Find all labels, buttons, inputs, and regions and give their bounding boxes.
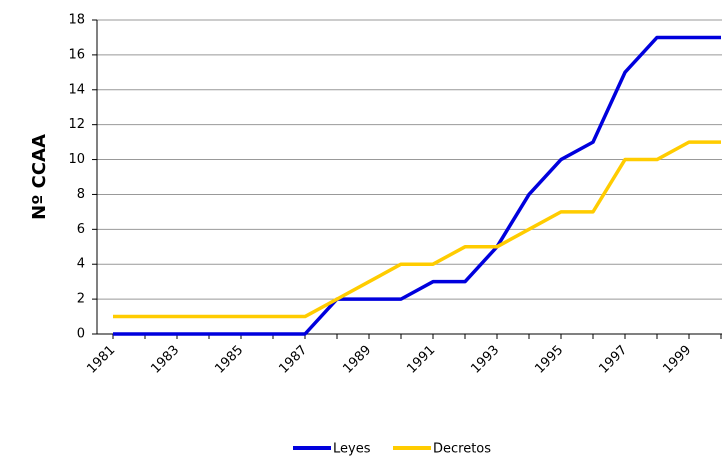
x-tick-label: 1983 — [148, 343, 182, 377]
y-tick-label: 6 — [77, 222, 85, 237]
x-tick-label: 1995 — [532, 343, 566, 377]
x-tick-label: 1999 — [660, 343, 694, 377]
series-line — [113, 35, 721, 336]
x-tick-label: 1991 — [404, 343, 438, 377]
x-tick-label: 1997 — [596, 343, 630, 377]
x-tick-label: 1989 — [340, 343, 374, 377]
x-tick-label: 1981 — [84, 343, 118, 377]
y-tick-label: 4 — [77, 257, 85, 272]
series-line — [113, 140, 721, 319]
y-axis-label: Nº CCAA — [29, 134, 50, 220]
y-tick-label: 16 — [68, 47, 85, 62]
y-tick-label: 10 — [68, 152, 85, 167]
y-tick-label: 18 — [68, 13, 85, 28]
y-tick-label: 0 — [77, 327, 85, 342]
y-tick-label: 8 — [77, 187, 85, 202]
x-tick-label: 1985 — [212, 343, 246, 377]
legend-label: Leyes — [333, 442, 371, 457]
y-tick-label: 2 — [77, 292, 85, 307]
y-tick-label: 14 — [68, 82, 85, 97]
x-tick-label: 1993 — [468, 343, 502, 377]
y-tick-label: 12 — [68, 117, 85, 132]
x-tick-label: 1987 — [276, 343, 310, 377]
legend-label: Decretos — [433, 442, 491, 457]
